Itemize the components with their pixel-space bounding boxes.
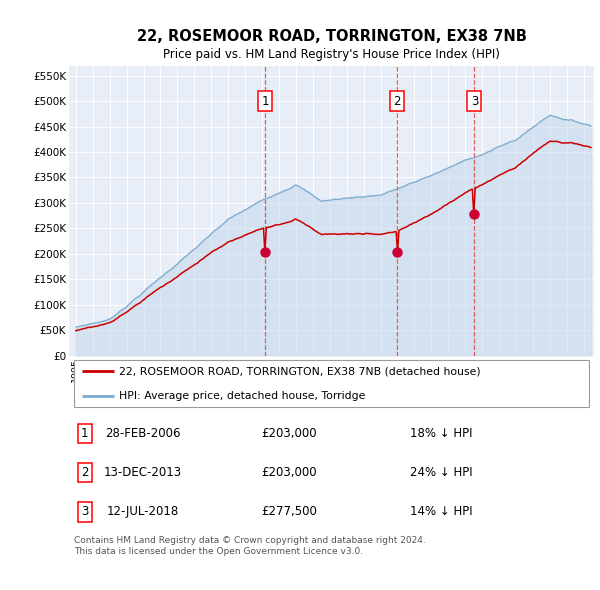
Text: Contains HM Land Registry data © Crown copyright and database right 2024.
This d: Contains HM Land Registry data © Crown c… bbox=[74, 536, 426, 556]
Text: £203,000: £203,000 bbox=[262, 466, 317, 479]
Text: 1: 1 bbox=[81, 427, 89, 440]
Text: Price paid vs. HM Land Registry's House Price Index (HPI): Price paid vs. HM Land Registry's House … bbox=[163, 48, 500, 61]
Text: £203,000: £203,000 bbox=[262, 427, 317, 440]
Text: 24% ↓ HPI: 24% ↓ HPI bbox=[410, 466, 473, 479]
Text: 1: 1 bbox=[261, 94, 269, 108]
Text: 2: 2 bbox=[393, 94, 401, 108]
Text: 3: 3 bbox=[81, 506, 88, 519]
FancyBboxPatch shape bbox=[74, 360, 589, 407]
Text: £277,500: £277,500 bbox=[262, 506, 317, 519]
Text: HPI: Average price, detached house, Torridge: HPI: Average price, detached house, Torr… bbox=[119, 391, 365, 401]
Text: 14% ↓ HPI: 14% ↓ HPI bbox=[410, 506, 473, 519]
Text: 2: 2 bbox=[81, 466, 89, 479]
Text: 3: 3 bbox=[471, 94, 478, 108]
Text: 22, ROSEMOOR ROAD, TORRINGTON, EX38 7NB: 22, ROSEMOOR ROAD, TORRINGTON, EX38 7NB bbox=[137, 28, 526, 44]
Text: 18% ↓ HPI: 18% ↓ HPI bbox=[410, 427, 473, 440]
Text: 28-FEB-2006: 28-FEB-2006 bbox=[105, 427, 180, 440]
Text: 12-JUL-2018: 12-JUL-2018 bbox=[106, 506, 179, 519]
Text: 22, ROSEMOOR ROAD, TORRINGTON, EX38 7NB (detached house): 22, ROSEMOOR ROAD, TORRINGTON, EX38 7NB … bbox=[119, 366, 481, 376]
Text: 13-DEC-2013: 13-DEC-2013 bbox=[103, 466, 182, 479]
